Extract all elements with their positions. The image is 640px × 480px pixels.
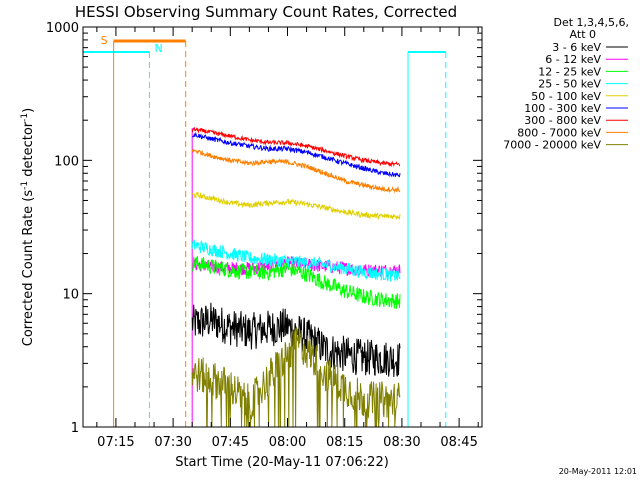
legend-label: 7000 - 20000 keV (503, 139, 601, 152)
x-tick-label: 07:45 (212, 435, 249, 450)
legend-label: 12 - 25 keV (538, 65, 601, 78)
flag-label-S: S (101, 34, 108, 47)
legend-label: 800 - 7000 keV (517, 126, 601, 139)
legend-label: 25 - 50 keV (538, 78, 601, 91)
y-tick-label: 100 (54, 154, 79, 169)
legend-label: 50 - 100 keV (531, 90, 601, 103)
legend-label: 3 - 6 keV (552, 41, 601, 54)
x-tick-label: 07:30 (154, 435, 191, 450)
y-axis-label-main: Corrected Count Rate (s (21, 190, 36, 347)
series-line-3 (191, 239, 401, 282)
flag-label-N: N (154, 42, 162, 55)
legend-header-detectors: Det 1,3,4,5,6, (553, 16, 629, 29)
legend-label: 300 - 800 keV (524, 114, 601, 127)
x-tick-label: 08:30 (383, 435, 420, 450)
legend-label: 6 - 12 keV (545, 53, 601, 66)
x-tick-label: 08:15 (326, 435, 363, 450)
y-axis-label-mid: detector (21, 121, 36, 181)
y-axis-label-end: ) (21, 108, 36, 113)
series-line-6 (191, 127, 401, 168)
series-line-8 (191, 327, 401, 428)
series-line-4 (191, 191, 401, 221)
data-layer: SN (83, 34, 447, 428)
y-axis-label-sup1: -1 (20, 181, 30, 190)
chart-title: HESSI Observing Summary Count Rates, Cor… (75, 3, 457, 21)
series-line-5 (191, 131, 401, 178)
x-tick-label: 08:45 (440, 435, 477, 450)
axis-ticks: 1 10 100 1000 07:15 07:30 07:45 08:00 08:15 08:30… (46, 21, 482, 450)
footer-timestamp: 20-May-2011 12:01 (559, 467, 637, 476)
y-axis-label-sup2: -1 (20, 113, 30, 122)
y-tick-label: 10 (62, 288, 79, 303)
legend-header-attenuator: Att 0 (570, 28, 596, 41)
x-tick-label: 07:15 (97, 435, 134, 450)
x-axis-label: Start Time (20-May-11 07:06:22) (175, 455, 389, 470)
y-axis-label: Corrected Count Rate (s-1 detector-1) (20, 108, 36, 346)
series-line-2 (191, 255, 401, 309)
y-tick-label: 1000 (46, 21, 79, 36)
plot-frame (82, 26, 483, 428)
y-tick-label: 1 (71, 421, 79, 436)
series-line-7 (191, 148, 401, 194)
legend-label: 100 - 300 keV (524, 102, 601, 115)
x-tick-label: 08:00 (269, 435, 306, 450)
